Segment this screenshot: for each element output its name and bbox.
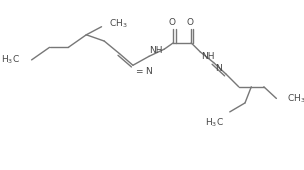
- Text: H$_3$C: H$_3$C: [206, 116, 224, 129]
- Text: NH: NH: [149, 46, 163, 55]
- Text: O: O: [169, 18, 176, 27]
- Text: CH$_3$: CH$_3$: [109, 18, 127, 30]
- Text: O: O: [187, 18, 194, 27]
- Text: N: N: [216, 64, 222, 73]
- Text: $=$N: $=$N: [134, 65, 153, 76]
- Text: NH: NH: [201, 52, 215, 61]
- Text: H$_3$C: H$_3$C: [1, 54, 20, 66]
- Text: CH$_3$: CH$_3$: [287, 92, 304, 105]
